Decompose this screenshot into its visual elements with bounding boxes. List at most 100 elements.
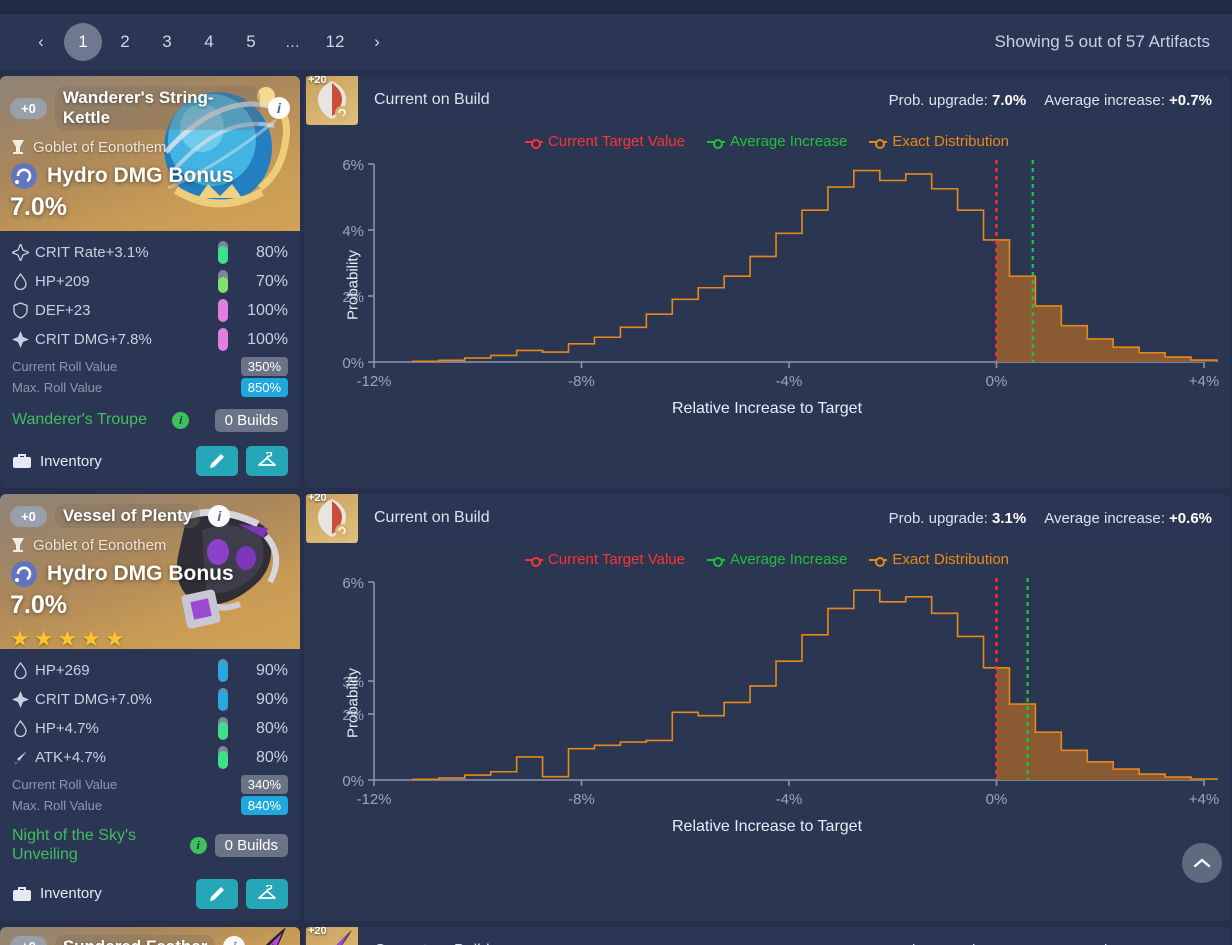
- upgrade-simulation-panel: +20 Current on Build Prob. upgrade: 7.0%: [304, 76, 1230, 488]
- builds-count-chip[interactable]: 0 Builds: [214, 409, 288, 432]
- legend-average-increase[interactable]: Average Increase: [707, 133, 847, 150]
- artifact-rarity-stars: ★★★★★: [10, 626, 129, 649]
- substat-text: HP+209: [35, 273, 90, 290]
- legend-average-increase[interactable]: Average Increase: [707, 551, 847, 568]
- substat-row: CRIT DMG+7.0% 90%: [12, 688, 288, 711]
- chart-y-axis-label: Probability: [344, 249, 362, 321]
- svg-text:-4%: -4%: [776, 791, 803, 808]
- substat-percent: 100%: [247, 301, 288, 319]
- equip-button[interactable]: [246, 446, 288, 476]
- legend-label: Current Target Value: [547, 133, 685, 150]
- legend-current-target-value[interactable]: Current Target Value: [524, 551, 685, 568]
- substat-text: HP+269: [35, 662, 90, 679]
- artifact-info-icon[interactable]: i: [208, 505, 231, 527]
- build-artifact-thumbnail[interactable]: +20: [306, 926, 358, 945]
- artifact-row-2: +0 Vessel of Plenty i Goblet of Eonothem: [0, 494, 1232, 921]
- chart-plot-area[interactable]: Probability 0% 2% 3% 6% -12% -8% -4% 0% +4% Rela…: [304, 570, 1230, 836]
- avg-increase-label: Average increase:: [1044, 509, 1165, 527]
- substat-bar: [218, 688, 228, 711]
- substat-percent: 90%: [255, 661, 288, 679]
- artifact-mainstat-row: Hydro DMG Bonus: [10, 560, 290, 588]
- distribution-chart[interactable]: 0% 2% 3% 6% -12% -8% -4% 0% +4%: [312, 572, 1222, 817]
- artifact-mainstat-value: 7.0%: [10, 193, 67, 221]
- build-artifact-image: [336, 929, 352, 945]
- legend-marker-icon: [707, 555, 725, 567]
- builds-count-chip[interactable]: 0 Builds: [214, 834, 288, 858]
- legend-label: Current Target Value: [547, 551, 685, 568]
- svg-text:2%: 2%: [342, 289, 364, 306]
- substat-bar: [218, 328, 228, 351]
- pagination-page-4[interactable]: 4: [204, 32, 214, 51]
- artifact-level-badge: +0: [10, 936, 47, 945]
- substat-label: CRIT DMG+7.0%: [12, 691, 218, 708]
- pagination-page-5[interactable]: 5: [246, 32, 256, 51]
- inventory-label: Inventory: [40, 452, 102, 470]
- pagination-page-12[interactable]: 12: [325, 32, 345, 51]
- legend-current-target-value[interactable]: Current Target Value: [524, 133, 685, 150]
- legend-marker-icon: [524, 137, 543, 149]
- build-artifact-thumbnail[interactable]: +20: [306, 494, 358, 543]
- avg-increase-stat: Average increase: +0.6%: [1044, 510, 1212, 527]
- scroll-to-top-button[interactable]: [1182, 843, 1222, 883]
- artifact-rarity-stars: ★★★★★: [10, 228, 290, 231]
- crit-dmg-icon: [12, 691, 29, 708]
- artifact-mainstat-label: Hydro DMG Bonus: [47, 164, 234, 187]
- chart-x-axis-label: Relative Increase to Target: [671, 400, 863, 417]
- substat-label: HP+209: [12, 273, 218, 290]
- legend-label: Average Increase: [730, 551, 848, 568]
- pagination-page-2[interactable]: 2: [120, 32, 130, 51]
- artifact-slot-row: Goblet of Eonothem: [10, 139, 290, 156]
- pagination-page-1[interactable]: 1: [64, 23, 102, 61]
- max-roll-value-row: Max. Roll Value 840%: [12, 796, 288, 815]
- prob-upgrade-stat: Prob. upgrade: 7.0%: [889, 92, 1027, 109]
- panel-stats: Prob. upgrade: 2.0% Average increase: +0…: [889, 942, 1212, 945]
- chart-plot-area[interactable]: Probability 0% 2% 4% 6% -12% -8% -4% 0% +4% Rela…: [304, 152, 1230, 418]
- set-info-icon[interactable]: i: [172, 412, 190, 429]
- panel-stats: Prob. upgrade: 3.1% Average increase: +0…: [889, 510, 1212, 527]
- current-roll-value: 340%: [240, 775, 288, 794]
- edit-button[interactable]: [196, 446, 238, 476]
- legend-marker-icon: [524, 555, 543, 567]
- pagination-next[interactable]: ›: [374, 32, 380, 51]
- legend-label: Exact Distribution: [892, 133, 1010, 150]
- svg-text:0%: 0%: [986, 791, 1008, 808]
- svg-text:-12%: -12%: [356, 373, 391, 390]
- substat-label: CRIT DMG+7.8%: [12, 331, 218, 348]
- svg-text:6%: 6%: [342, 157, 364, 174]
- edit-button[interactable]: [196, 878, 238, 909]
- substat-percent: 100%: [247, 330, 288, 348]
- equip-button[interactable]: [246, 878, 288, 909]
- set-info-icon[interactable]: i: [189, 837, 207, 855]
- hydro-element-icon: [11, 561, 37, 587]
- artifact-slot-row: Goblet of Eonothem: [10, 537, 290, 554]
- artifact-level-badge: +0: [10, 505, 47, 527]
- substat-text: DEF+23: [35, 302, 91, 319]
- avg-increase-label: Average increase:: [1044, 942, 1165, 945]
- artifact-info-icon[interactable]: i: [223, 935, 246, 945]
- build-artifact-image: [318, 499, 349, 538]
- artifact-info-icon[interactable]: i: [268, 97, 290, 119]
- chart-legend: Current Target Value Average Increase Ex…: [304, 124, 1230, 152]
- max-roll-value-label: Max. Roll Value: [12, 380, 103, 395]
- legend-marker-icon: [869, 137, 888, 149]
- legend-exact-distribution[interactable]: Exact Distribution: [869, 133, 1009, 150]
- pagination-prev[interactable]: ‹: [38, 32, 44, 51]
- legend-exact-distribution[interactable]: Exact Distribution: [869, 551, 1009, 568]
- artifact-slot-label: Goblet of Eonothem: [33, 139, 167, 156]
- chevron-up-icon: [1193, 858, 1211, 868]
- svg-text:0%: 0%: [342, 773, 364, 790]
- build-artifact-thumbnail[interactable]: +20: [306, 76, 358, 125]
- goblet-icon: [12, 140, 24, 154]
- build-name-label: Current on Build: [374, 509, 490, 526]
- artifact-card[interactable]: +0 Vessel of Plenty i Goblet of Eonothem: [0, 494, 300, 921]
- artifact-card[interactable]: +0 Sundered Feather i: [0, 926, 300, 945]
- artifact-card-header: +0 Wanderer's String-Kettle i Goblet of …: [0, 76, 300, 231]
- pagination-page-3[interactable]: 3: [162, 32, 172, 51]
- substat-text: CRIT DMG+7.8%: [35, 331, 152, 348]
- substat-bar: [218, 299, 228, 322]
- artifact-set-name: Night of the Sky's Unveiling: [12, 827, 136, 863]
- distribution-chart[interactable]: 0% 2% 4% 6% -12% -8% -4% 0% +4%: [312, 154, 1222, 399]
- artifact-card[interactable]: +0 Wanderer's String-Kettle i Goblet of …: [0, 76, 300, 488]
- svg-text:2%: 2%: [342, 707, 364, 724]
- artifact-slot-label: Goblet of Eonothem: [33, 537, 167, 554]
